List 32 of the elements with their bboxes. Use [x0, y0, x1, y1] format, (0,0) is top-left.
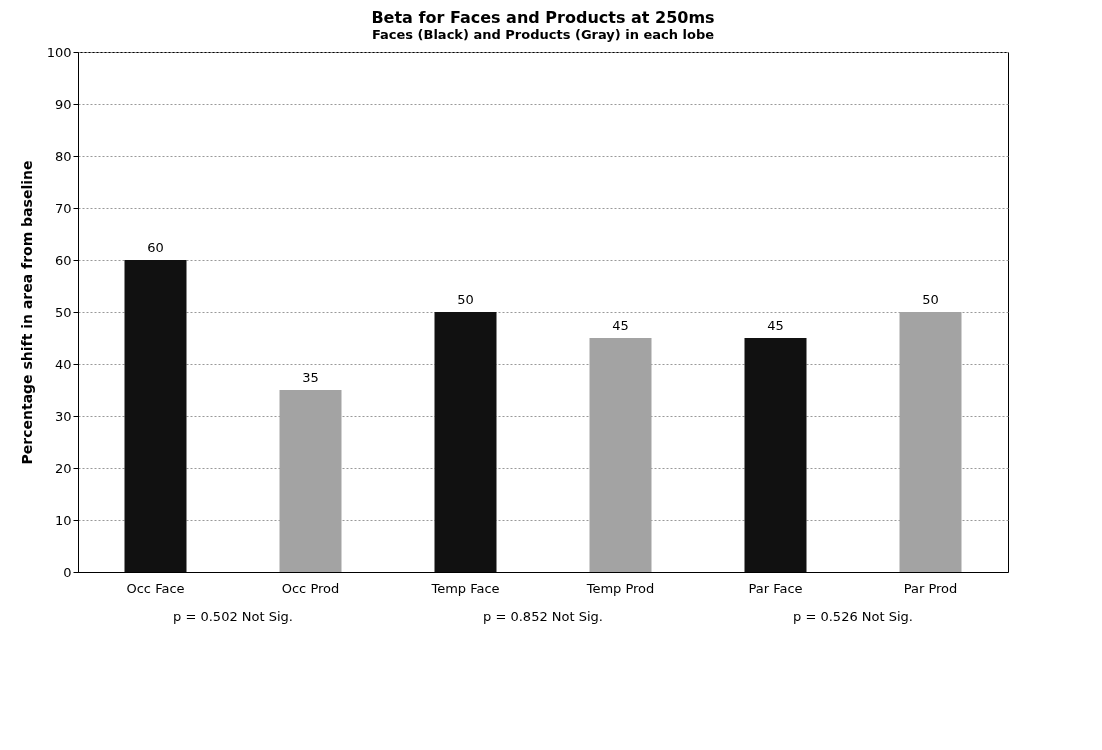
x-tick-label: Par Prod	[903, 580, 958, 596]
y-tick-label: 90	[54, 96, 72, 112]
y-tick-label: 20	[54, 460, 72, 476]
x-tick-label: Temp Face	[430, 580, 500, 596]
x-tick-label: Temp Prod	[585, 580, 655, 596]
text: p = 0.502 Not Sig.	[173, 609, 293, 624]
x-tick-label: Par Face	[748, 580, 803, 596]
bar	[744, 338, 807, 572]
y-tick-label: 100	[46, 44, 72, 60]
chart-subtitle: Faces (Black) and Products (Gray) in each lobe	[371, 27, 715, 42]
data-label: 50	[457, 292, 474, 307]
data-label: 45	[612, 318, 629, 333]
bar	[434, 312, 497, 572]
y-tick-label: 10	[54, 512, 72, 528]
data-label: 35	[302, 370, 319, 385]
text: p = 0.852 Not Sig.	[483, 609, 603, 624]
y-tick-label: 30	[54, 408, 72, 424]
y-tick-label: 80	[54, 148, 72, 164]
y-tick-label: 0	[63, 564, 72, 580]
x-tick-label: Occ Face	[126, 580, 185, 596]
y-tick-label: 40	[54, 356, 72, 372]
text: p = 0.526 Not Sig.	[793, 609, 913, 624]
y-axis-title: Percentage shift in area from baseline	[18, 160, 35, 465]
x-tick-label: Occ Prod	[281, 580, 340, 596]
y-tick-label: 70	[54, 200, 72, 216]
data-label: 50	[922, 292, 939, 307]
y-tick-label: 60	[54, 252, 72, 268]
data-label: 60	[147, 240, 164, 255]
chart-title: Beta for Faces and Products at 250ms	[371, 8, 715, 27]
bar	[124, 260, 187, 572]
y-tick-label: 50	[54, 304, 72, 320]
data-label: 45	[767, 318, 784, 333]
